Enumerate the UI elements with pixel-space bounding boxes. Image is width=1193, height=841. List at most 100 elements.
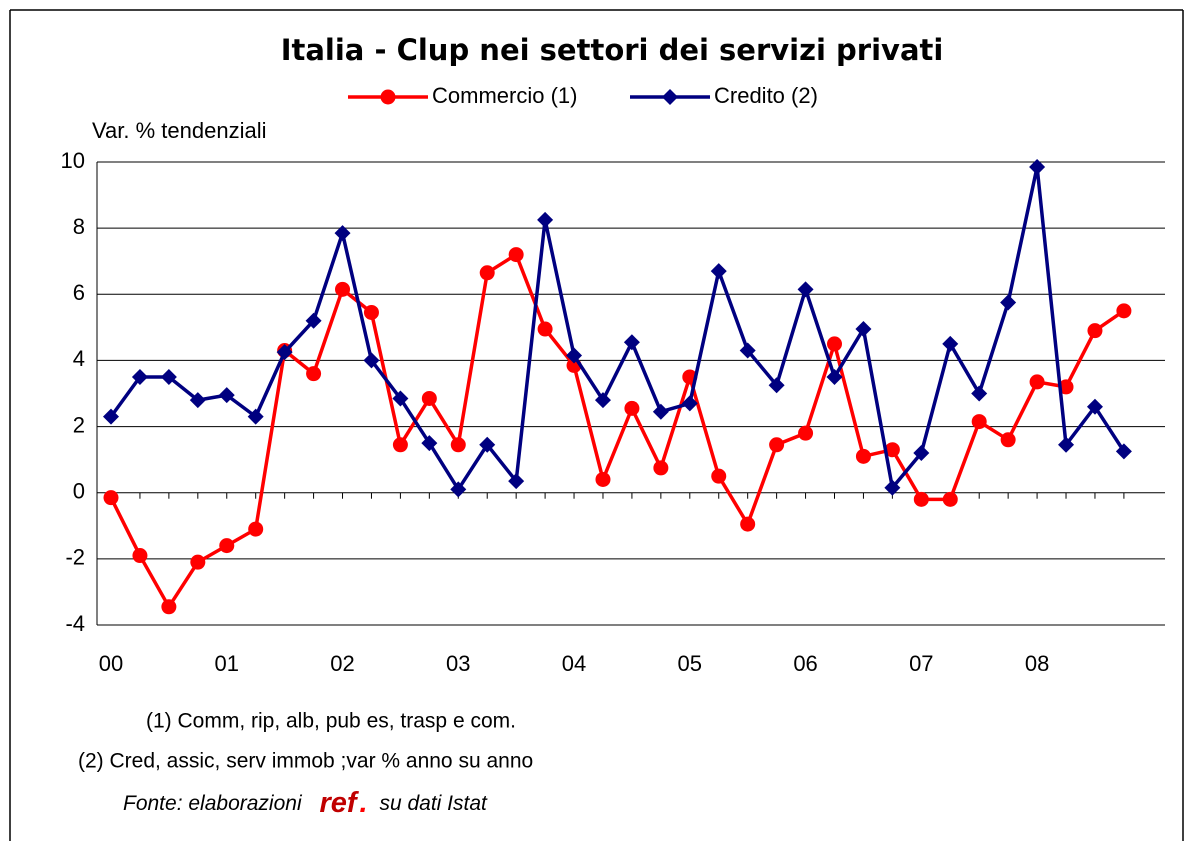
point (363, 304, 379, 320)
point (1029, 158, 1046, 175)
note: (1) Comm, rip, alb, pub es, trasp e com. (146, 710, 516, 733)
point (132, 548, 148, 564)
point (884, 479, 901, 496)
point (971, 385, 988, 402)
point (942, 335, 959, 352)
point (711, 468, 727, 484)
y-tick-label: 4 (73, 346, 85, 371)
x-tick-label: 01 (215, 651, 239, 676)
point (652, 403, 669, 420)
point (161, 599, 177, 615)
x-tick-label: 08 (1025, 651, 1049, 676)
point (537, 321, 553, 337)
point (855, 321, 872, 338)
source-suffix: su dati Istat (379, 792, 488, 815)
point (797, 281, 814, 298)
point (247, 408, 264, 425)
point (508, 247, 524, 263)
y-tick-label: 8 (73, 214, 85, 239)
point (681, 395, 698, 412)
point (740, 516, 756, 532)
point (1000, 294, 1017, 311)
point (189, 392, 206, 409)
point (160, 368, 177, 385)
point (971, 414, 987, 430)
point (450, 437, 466, 453)
point (855, 448, 871, 464)
point (942, 491, 958, 507)
point (392, 437, 408, 453)
point (306, 366, 322, 382)
point (710, 263, 727, 280)
point (826, 368, 843, 385)
x-tick-label: 07 (909, 651, 933, 676)
point (1115, 443, 1132, 460)
point (248, 521, 264, 537)
point (479, 436, 496, 453)
point (769, 437, 785, 453)
chart-title: Italia - Clup nei settori dei servizi pr… (281, 33, 944, 67)
point (392, 390, 409, 407)
point (508, 473, 525, 490)
point (131, 368, 148, 385)
point (219, 538, 235, 554)
x-tick-label: 02 (330, 651, 354, 676)
point (1029, 374, 1045, 390)
y-tick-label: -2 (65, 545, 85, 570)
point (624, 400, 640, 416)
point (363, 352, 380, 369)
point (884, 442, 900, 458)
point (913, 491, 929, 507)
series-line (109, 251, 1125, 611)
point (335, 281, 351, 297)
point (305, 312, 322, 329)
point (827, 336, 842, 352)
point (566, 347, 583, 364)
point (595, 471, 611, 487)
series-line (109, 166, 1126, 493)
point (421, 390, 437, 406)
point (1000, 432, 1016, 448)
point (798, 425, 814, 441)
x-tick-label: 05 (678, 651, 702, 676)
x-tick-label: 06 (793, 651, 817, 676)
y-tick-label: 10 (61, 148, 85, 173)
x-tick-label: 04 (562, 651, 586, 676)
point (276, 344, 293, 361)
point (421, 435, 438, 452)
y-tick-label: 0 (73, 479, 85, 504)
source: Fonte: elaborazioni ref. su dati Istat (123, 787, 488, 819)
legend-marker (662, 89, 678, 105)
point (450, 481, 467, 498)
point (1116, 303, 1132, 319)
point (653, 460, 669, 476)
y-tick-label: 2 (73, 412, 85, 437)
point (768, 377, 785, 394)
point (1087, 323, 1103, 339)
y-tick-label: -4 (65, 611, 85, 636)
source-brand: ref (319, 787, 359, 819)
point (1086, 398, 1103, 415)
y-axis-label: Var. % tendenziali (92, 118, 266, 143)
legend-label: Credito (2) (714, 83, 818, 108)
point (103, 490, 119, 506)
x-tick-label: 03 (446, 651, 470, 676)
point (103, 408, 119, 425)
x-tick-label: 00 (99, 651, 123, 676)
point (1058, 379, 1074, 395)
source-dot: . (360, 787, 368, 819)
source-prefix: Fonte: elaborazioni (123, 792, 303, 815)
point (537, 211, 554, 228)
y-tick-label: 6 (73, 280, 85, 305)
point (218, 387, 235, 404)
legend-marker (380, 89, 396, 105)
point (1058, 436, 1075, 453)
point (479, 265, 495, 281)
point (739, 342, 756, 359)
point (913, 445, 930, 462)
point (190, 554, 206, 570)
point (623, 334, 640, 351)
legend-label: Commercio (1) (432, 83, 577, 108)
note: (2) Cred, assic, serv immob ;var % anno … (78, 750, 533, 773)
